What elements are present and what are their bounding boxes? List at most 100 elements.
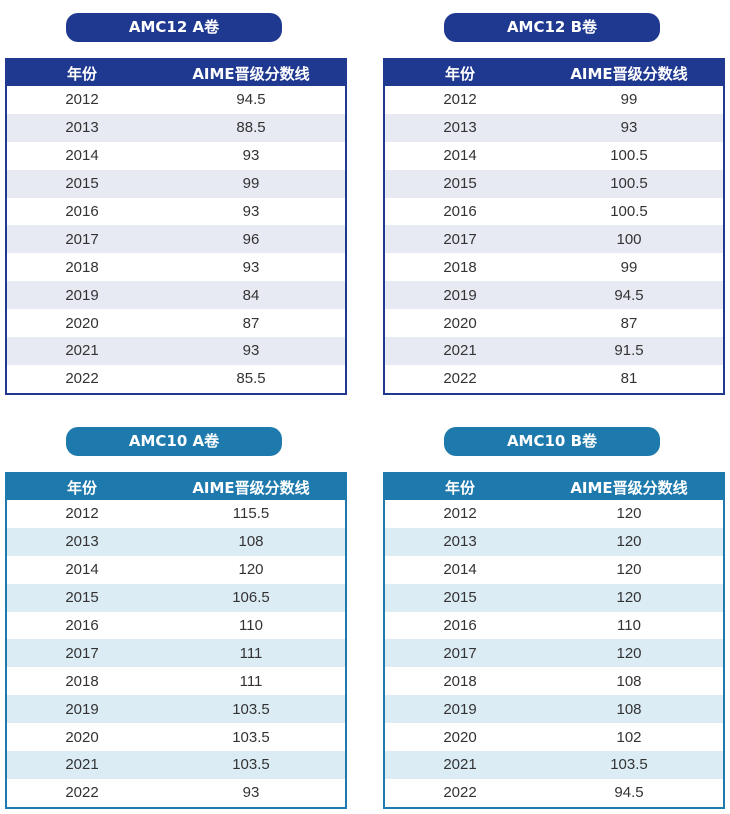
table-row: 2012 99 <box>385 86 723 114</box>
header-score: AIME晋级分数线 <box>535 60 723 86</box>
cell-score: 120 <box>616 533 642 551</box>
table-row: 2015 120 <box>385 583 723 612</box>
table-row: 2020 102 <box>385 723 723 752</box>
table-frame: 年份 AIME晋级分数线 2012 94.5 2013 88.5 2014 93 2015 9… <box>5 58 347 395</box>
cell-year: 2016 <box>65 617 99 634</box>
table-row: 2020 87 <box>7 309 345 338</box>
table-row: 2013 108 <box>7 527 345 556</box>
cell-year: 2017 <box>65 644 99 662</box>
cell-year: 2017 <box>443 230 477 248</box>
panel-title: AMC10 A卷 <box>66 427 282 456</box>
header-year: 年份 <box>385 474 535 500</box>
cell-score: 110 <box>617 617 641 634</box>
cell-score: 84 <box>242 286 260 304</box>
cell-year: 2019 <box>443 700 477 718</box>
cell-year: 2014 <box>65 561 99 579</box>
cell-score: 99 <box>620 258 638 276</box>
cell-score: 111 <box>239 644 263 662</box>
table-row: 2014 120 <box>7 555 345 584</box>
cell-score: 93 <box>242 258 260 276</box>
table-row: 2013 88.5 <box>7 113 345 142</box>
cell-year: 2013 <box>65 119 99 137</box>
header-score: AIME晋级分数线 <box>157 60 345 86</box>
cell-score: 110 <box>239 617 263 634</box>
table-row: 2016 110 <box>7 611 345 640</box>
table-row: 2012 115.5 <box>7 500 345 528</box>
cell-year: 2021 <box>65 756 99 774</box>
table-row: 2019 103.5 <box>7 695 345 724</box>
table-row: 2017 100 <box>385 225 723 254</box>
cell-score: 115.5 <box>232 505 270 523</box>
panel-title: AMC12 B卷 <box>444 13 660 42</box>
cell-score: 120 <box>616 505 642 523</box>
cell-year: 2014 <box>443 147 477 165</box>
table-row: 2018 99 <box>385 253 723 282</box>
cell-score: 100.5 <box>610 175 648 193</box>
table-row: 2021 93 <box>7 337 345 365</box>
score-table: 年份 AIME晋级分数线 2012 120 2013 120 2014 120 2015 12… <box>385 474 723 807</box>
cell-year: 2014 <box>65 147 99 165</box>
cell-year: 2015 <box>443 175 477 193</box>
table-body: 2012 120 2013 120 2014 120 2015 120 2016 110 2017 1… <box>385 500 723 807</box>
table-row: 2021 103.5 <box>385 751 723 779</box>
header-year: 年份 <box>385 60 535 86</box>
cell-year: 2019 <box>443 286 477 304</box>
cell-year: 2017 <box>65 230 99 248</box>
table-row: 2017 96 <box>7 225 345 254</box>
cell-score: 103.5 <box>232 756 270 774</box>
table-row: 2022 94.5 <box>385 778 723 807</box>
cell-year: 2013 <box>443 119 477 137</box>
table-row: 2015 100.5 <box>385 169 723 198</box>
cell-score: 120 <box>238 561 264 579</box>
cell-year: 2021 <box>65 342 99 360</box>
cell-score: 103.5 <box>232 700 270 718</box>
table-row: 2019 108 <box>385 695 723 724</box>
panel-title: AMC12 A卷 <box>66 13 282 42</box>
cell-score: 103.5 <box>232 728 270 746</box>
score-table: 年份 AIME晋级分数线 2012 115.5 2013 108 2014 120 2015… <box>7 474 345 807</box>
header-year: 年份 <box>7 474 157 500</box>
cell-year: 2017 <box>443 644 477 662</box>
cell-year: 2015 <box>65 175 99 193</box>
cell-year: 2013 <box>443 533 477 551</box>
cell-score: 106.5 <box>232 589 270 607</box>
header-year: 年份 <box>7 60 157 86</box>
cell-score: 93 <box>620 119 638 137</box>
table-row: 2018 108 <box>385 667 723 696</box>
table-row: 2020 103.5 <box>7 723 345 752</box>
cell-score: 94.5 <box>614 286 644 304</box>
table-row: 2018 93 <box>7 253 345 282</box>
table-row: 2022 85.5 <box>7 364 345 393</box>
table-body: 2012 115.5 2013 108 2014 120 2015 106.5 2016 110 2… <box>7 500 345 807</box>
table-row: 2017 111 <box>7 639 345 668</box>
table-header-row: 年份 AIME晋级分数线 <box>385 474 723 500</box>
cell-year: 2016 <box>65 203 99 220</box>
table-header-row: 年份 AIME晋级分数线 <box>7 474 345 500</box>
header-score: AIME晋级分数线 <box>535 474 723 500</box>
cell-score: 93 <box>242 342 260 360</box>
cell-year: 2018 <box>443 672 477 690</box>
cell-score: 100.5 <box>610 147 648 165</box>
table-frame: 年份 AIME晋级分数线 2012 120 2013 120 2014 120 2015 12… <box>383 472 725 809</box>
table-row: 2014 93 <box>7 141 345 170</box>
table-row: 2013 120 <box>385 527 723 556</box>
cell-year: 2020 <box>443 314 477 332</box>
cell-year: 2015 <box>65 589 99 607</box>
cell-year: 2019 <box>65 286 99 304</box>
cell-year: 2022 <box>443 784 477 802</box>
score-table: 年份 AIME晋级分数线 2012 99 2013 93 2014 100.5 2015 10… <box>385 60 723 393</box>
cell-score: 93 <box>242 147 260 165</box>
cell-score: 87 <box>242 314 260 332</box>
table-row: 2016 93 <box>7 197 345 226</box>
table-row: 2022 93 <box>7 778 345 807</box>
cell-score: 93 <box>242 784 260 802</box>
cell-year: 2021 <box>443 756 477 774</box>
table-row: 2015 99 <box>7 169 345 198</box>
cell-score: 88.5 <box>236 119 266 137</box>
cell-year: 2018 <box>65 672 99 690</box>
table-row: 2021 91.5 <box>385 337 723 365</box>
cell-year: 2020 <box>443 728 477 746</box>
table-row: 2016 110 <box>385 611 723 640</box>
cell-year: 2020 <box>65 314 99 332</box>
